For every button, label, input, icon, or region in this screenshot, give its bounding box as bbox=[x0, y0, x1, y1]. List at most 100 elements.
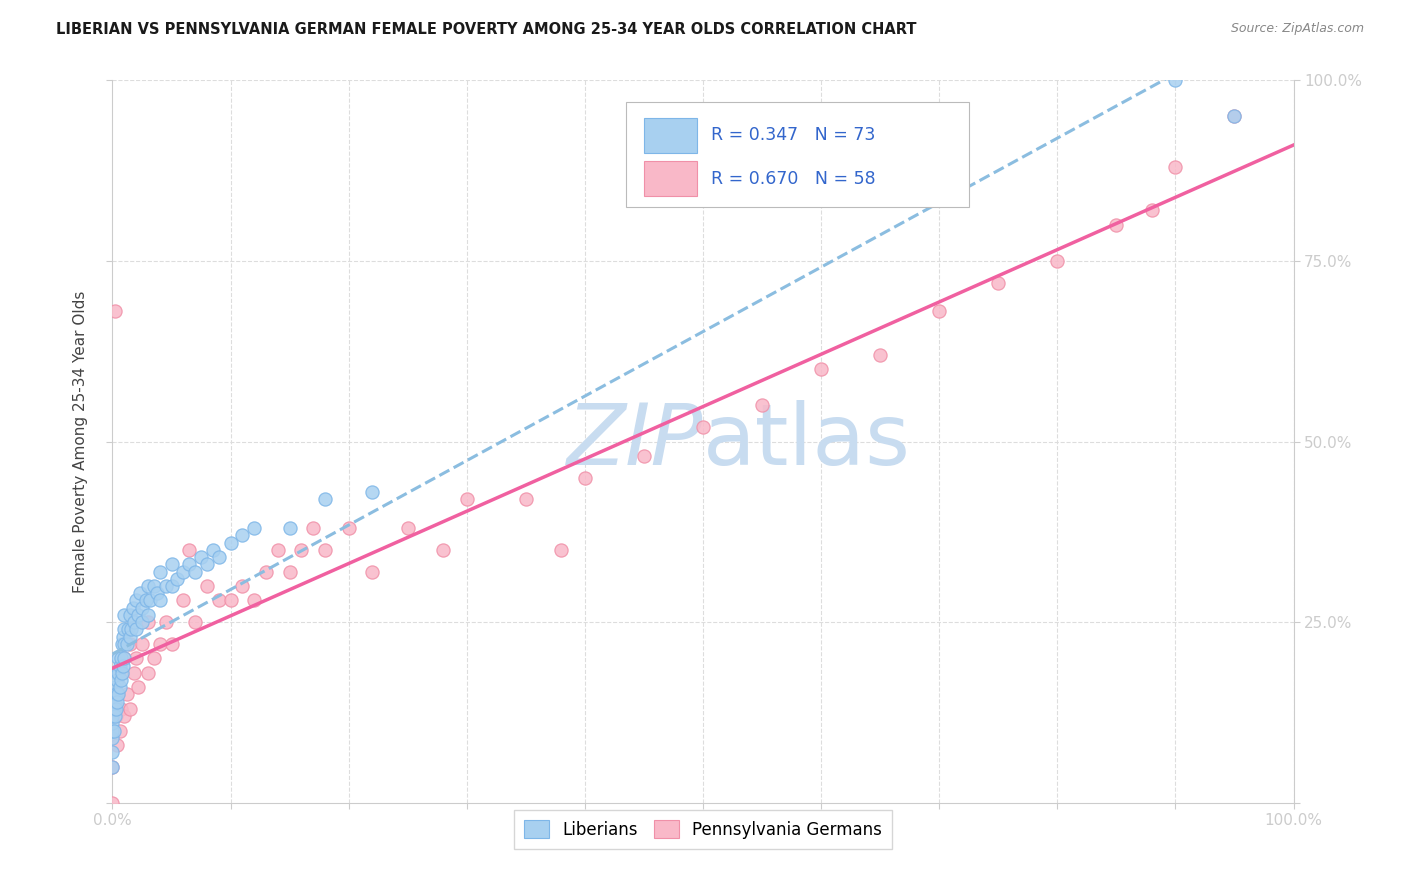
Point bbox=[751, 398, 773, 412]
Point bbox=[120, 702, 142, 716]
Point bbox=[111, 665, 134, 680]
Point bbox=[104, 695, 127, 709]
Point bbox=[149, 593, 172, 607]
Y-axis label: Female Poverty Among 25-34 Year Olds: Female Poverty Among 25-34 Year Olds bbox=[73, 291, 89, 592]
Point bbox=[112, 607, 135, 622]
Point bbox=[101, 731, 124, 745]
Point bbox=[111, 665, 134, 680]
Point bbox=[101, 760, 124, 774]
FancyBboxPatch shape bbox=[626, 102, 969, 207]
Point bbox=[149, 637, 172, 651]
Point bbox=[278, 565, 301, 579]
Point bbox=[142, 651, 165, 665]
Point bbox=[108, 658, 131, 673]
Point bbox=[101, 796, 124, 810]
Point bbox=[127, 680, 149, 694]
Point bbox=[105, 687, 128, 701]
Point bbox=[155, 579, 177, 593]
Point bbox=[195, 558, 218, 572]
Point bbox=[112, 630, 135, 644]
Point bbox=[633, 449, 655, 463]
Point bbox=[201, 542, 224, 557]
Point bbox=[101, 760, 124, 774]
Text: R = 0.670   N = 58: R = 0.670 N = 58 bbox=[711, 169, 876, 187]
Point bbox=[172, 593, 194, 607]
Point bbox=[243, 593, 266, 607]
Point bbox=[101, 745, 124, 759]
Point bbox=[112, 637, 135, 651]
Point bbox=[135, 593, 157, 607]
Point bbox=[278, 521, 301, 535]
Point bbox=[302, 521, 325, 535]
Point bbox=[128, 586, 150, 600]
Point bbox=[1164, 73, 1187, 87]
Point bbox=[110, 702, 132, 716]
Point bbox=[208, 550, 231, 565]
Point bbox=[184, 615, 207, 630]
Point bbox=[107, 651, 129, 665]
Point bbox=[104, 304, 127, 318]
Point bbox=[110, 673, 132, 687]
Point bbox=[208, 593, 231, 607]
Point bbox=[456, 492, 478, 507]
Point bbox=[136, 579, 159, 593]
Point bbox=[112, 709, 135, 723]
Text: atlas: atlas bbox=[703, 400, 911, 483]
Point bbox=[120, 630, 142, 644]
Point bbox=[111, 637, 134, 651]
Point bbox=[105, 673, 128, 687]
Point bbox=[105, 695, 128, 709]
Point bbox=[267, 542, 290, 557]
Point bbox=[361, 565, 384, 579]
Point bbox=[104, 709, 127, 723]
Point bbox=[254, 565, 277, 579]
Point bbox=[101, 716, 124, 731]
Point bbox=[195, 579, 218, 593]
Point bbox=[105, 709, 128, 723]
Point bbox=[107, 665, 129, 680]
Point bbox=[160, 637, 183, 651]
Point bbox=[107, 687, 129, 701]
Text: R = 0.347   N = 73: R = 0.347 N = 73 bbox=[711, 126, 876, 145]
Point bbox=[104, 680, 127, 694]
Point bbox=[136, 665, 159, 680]
Bar bbox=[644, 118, 697, 153]
Point bbox=[243, 521, 266, 535]
Point bbox=[103, 723, 125, 738]
Point bbox=[928, 304, 950, 318]
Point bbox=[290, 542, 312, 557]
Point bbox=[550, 542, 572, 557]
Point bbox=[105, 665, 128, 680]
Point bbox=[101, 687, 124, 701]
Point bbox=[515, 492, 537, 507]
Point bbox=[131, 637, 153, 651]
Point bbox=[125, 651, 148, 665]
Point bbox=[692, 420, 714, 434]
Point bbox=[1105, 218, 1128, 232]
Point bbox=[231, 579, 253, 593]
Point bbox=[155, 615, 177, 630]
Point bbox=[179, 558, 201, 572]
Point bbox=[1140, 203, 1163, 218]
Point bbox=[231, 528, 253, 542]
Point bbox=[314, 492, 336, 507]
Point bbox=[160, 579, 183, 593]
Text: ZIP: ZIP bbox=[567, 400, 703, 483]
Point bbox=[136, 615, 159, 630]
Point bbox=[120, 607, 142, 622]
Point bbox=[1223, 110, 1246, 124]
Point bbox=[184, 565, 207, 579]
Point bbox=[101, 723, 124, 738]
Point bbox=[142, 579, 165, 593]
Point bbox=[127, 607, 149, 622]
Point bbox=[105, 738, 128, 752]
Point bbox=[179, 542, 201, 557]
Point bbox=[131, 600, 153, 615]
Point bbox=[1223, 110, 1246, 124]
Bar bbox=[644, 161, 697, 196]
Point bbox=[219, 593, 242, 607]
Point bbox=[122, 615, 145, 630]
Point bbox=[432, 542, 454, 557]
Point bbox=[117, 623, 139, 637]
Point bbox=[108, 723, 131, 738]
